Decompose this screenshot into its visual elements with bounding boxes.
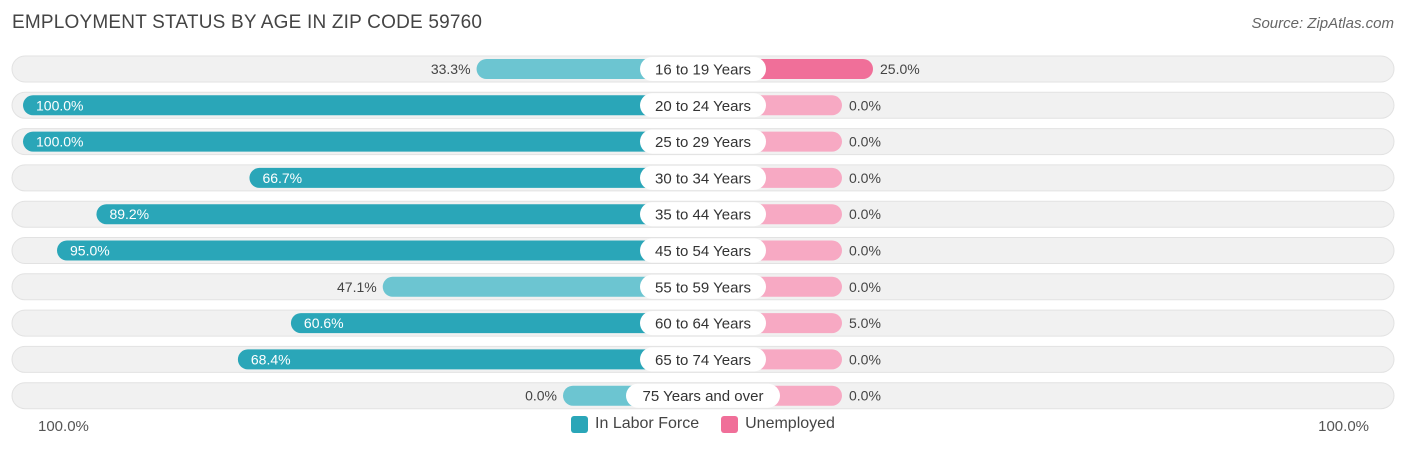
unemployed-value-label: 25.0% (880, 61, 920, 77)
legend: In Labor Force Unemployed (0, 415, 1406, 433)
labor-force-bar (290, 313, 703, 334)
axis-right-label: 100.0% (1318, 418, 1369, 435)
unemployed-value-label: 0.0% (849, 279, 881, 295)
category-pill (640, 238, 766, 263)
category-label: 65 to 74 Years (655, 352, 751, 369)
labor-force-value-label: 33.3% (431, 61, 471, 77)
category-pill (640, 129, 766, 154)
labor-force-bar (57, 240, 703, 261)
labor-force-value-label: 0.0% (525, 388, 557, 404)
unemployed-value-label: 5.0% (849, 315, 881, 331)
category-label: 55 to 59 Years (655, 279, 751, 296)
category-pill (640, 311, 766, 336)
labor-force-value-label: 95.0% (70, 243, 110, 259)
category-label: 35 to 44 Years (655, 207, 751, 224)
unemployed-value-label: 0.0% (849, 351, 881, 367)
category-pill (640, 57, 766, 81)
labor-force-value-label: 68.4% (251, 351, 291, 367)
category-pill (626, 383, 780, 408)
legend-label-unemployed: Unemployed (745, 415, 835, 432)
labor-force-bar (249, 167, 703, 188)
labor-force-value-label: 100.0% (36, 134, 83, 150)
category-label: 16 to 19 Years (655, 62, 751, 79)
labor-force-bar (237, 349, 703, 370)
legend-swatch-unemployed (721, 415, 739, 433)
source-label: Source: ZipAtlas.com (1251, 15, 1394, 32)
labor-force-value-label: 100.0% (36, 97, 83, 113)
labor-force-value-label: 60.6% (304, 315, 344, 331)
labor-force-bar (96, 204, 703, 225)
unemployed-value-label: 0.0% (849, 388, 881, 404)
category-label: 25 to 29 Years (655, 134, 751, 151)
labor-force-bar (382, 276, 703, 297)
legend-item-unemployed[interactable]: Unemployed (721, 415, 835, 433)
unemployed-value-label: 0.0% (849, 243, 881, 259)
category-label: 30 to 34 Years (655, 170, 751, 187)
labor-force-bar (23, 131, 703, 152)
category-pill (640, 93, 766, 118)
category-label: 60 to 64 Years (655, 316, 751, 333)
category-pill (640, 347, 766, 372)
category-label: 75 Years and over (643, 388, 764, 405)
category-pill (640, 165, 766, 190)
category-pill (640, 202, 766, 227)
labor-force-value-label: 66.7% (262, 170, 302, 186)
unemployed-value-label: 0.0% (849, 206, 881, 222)
labor-force-bar (23, 95, 703, 116)
category-label: 45 to 54 Years (655, 243, 751, 260)
legend-swatch-labor-force (571, 415, 589, 433)
unemployed-value-label: 0.0% (849, 97, 881, 113)
labor-force-value-label: 47.1% (337, 279, 377, 295)
legend-label-labor-force: In Labor Force (595, 415, 700, 432)
unemployed-value-label: 0.0% (849, 134, 881, 150)
axis-left-label: 100.0% (38, 418, 89, 435)
legend-item-labor-force[interactable]: In Labor Force (571, 415, 699, 433)
labor-force-value-label: 89.2% (109, 206, 149, 222)
category-label: 20 to 24 Years (655, 98, 751, 115)
chart-title: EMPLOYMENT STATUS BY AGE IN ZIP CODE 597… (12, 12, 483, 33)
category-pill (640, 274, 766, 299)
unemployed-value-label: 0.0% (849, 170, 881, 186)
